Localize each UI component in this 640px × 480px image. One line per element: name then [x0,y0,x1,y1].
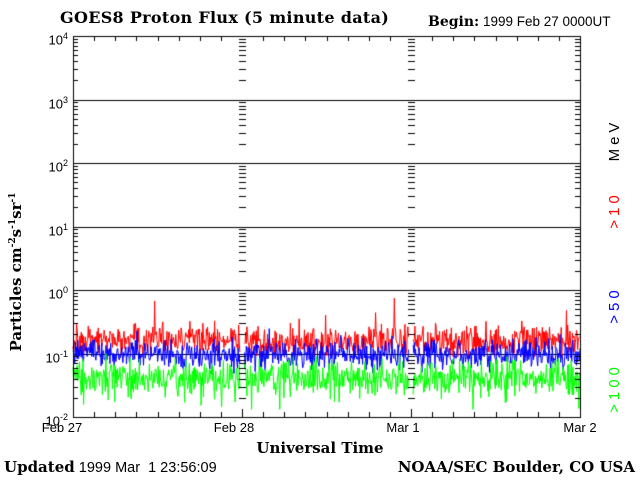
updated-value: 1999 Mar 1 23:56:09 [74,460,217,476]
x-tick-label: Feb 27 [41,420,83,435]
x-tick-label: Mar 1 [386,420,420,435]
x-tick-label: Mar 2 [563,420,597,435]
begin-label: Begin: [428,14,480,30]
x-tick-label: Feb 28 [213,420,255,435]
chart-title: GOES8 Proton Flux (5 minute data) [60,8,390,27]
y-tick-label: 102 [48,158,68,175]
credit-text: NOAA/SEC Boulder, CO USA [397,458,635,476]
y-tick-label: 104 [48,31,68,48]
updated-timestamp: Updated 1999 Mar 1 23:56:09 [4,458,217,477]
y-tick-label: 10-1 [45,348,68,365]
legend-label-gt100: >100 [606,363,623,413]
updated-label: Updated [4,458,75,476]
y-tick-label: 103 [48,94,68,111]
y-tick-label: 101 [48,221,68,238]
begin-value: 1999 Feb 27 0000UT [479,14,611,29]
y-tick-label: 10-2 [45,412,68,429]
begin-timestamp: Begin: 1999 Feb 27 0000UT [428,13,611,31]
y-tick-label: 100 [48,285,68,302]
x-axis-title: Universal Time [256,439,384,457]
